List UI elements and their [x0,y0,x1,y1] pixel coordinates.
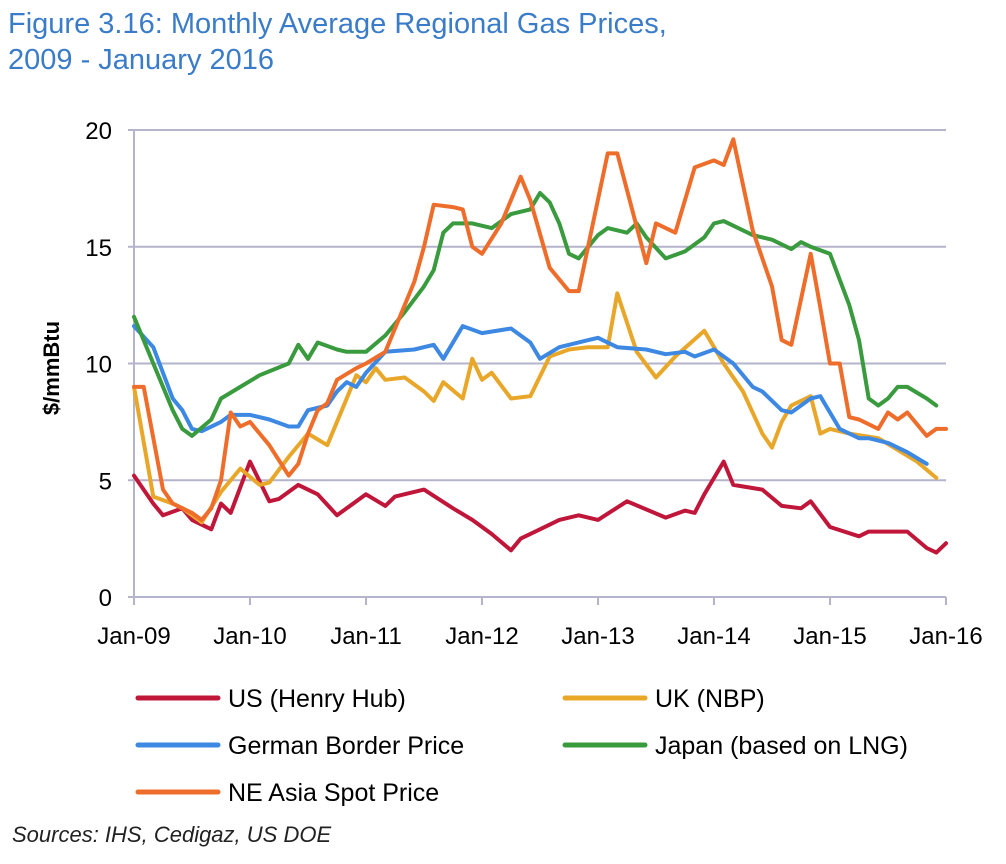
legend-label: Japan (based on LNG) [655,732,908,760]
series-line-us-henry-hub [132,459,948,555]
legend-label: UK (NBP) [655,685,765,713]
chart-title-line2: 2009 - January 2016 [8,44,275,76]
series-line-german-border-price [132,324,929,466]
y-tick-label: 15 [85,235,112,262]
legend-label: US (Henry Hub) [228,685,406,713]
chart-title-line1: Figure 3.16: Monthly Average Regional Ga… [8,8,667,40]
sources-note: Sources: IHS, Cedigaz, US DOE [12,822,332,847]
y-tick-label: 10 [85,352,112,379]
x-tick-label: Jan-14 [677,623,750,650]
x-tick-label: Jan-12 [445,623,518,650]
x-tick-label: Jan-09 [97,623,170,650]
y-tick-label: 5 [99,468,112,495]
x-tick-label: Jan-15 [793,623,866,650]
y-tick-label: 0 [99,585,112,612]
series-line-japan-based-on-lng [132,191,939,438]
x-tick-label: Jan-16 [909,623,982,650]
chart-title: Figure 3.16: Monthly Average Regional Ga… [8,6,667,78]
legend-label: German Border Price [228,732,464,760]
y-tick-label: 20 [85,118,112,145]
legend-label: NE Asia Spot Price [228,779,439,807]
x-tick-label: Jan-11 [330,623,402,650]
x-tick-label: Jan-10 [213,623,286,650]
x-tick-label: Jan-13 [561,623,634,650]
series-line-uk-nbp [132,291,939,525]
series-line-ne-asia-spot-price [132,137,948,522]
